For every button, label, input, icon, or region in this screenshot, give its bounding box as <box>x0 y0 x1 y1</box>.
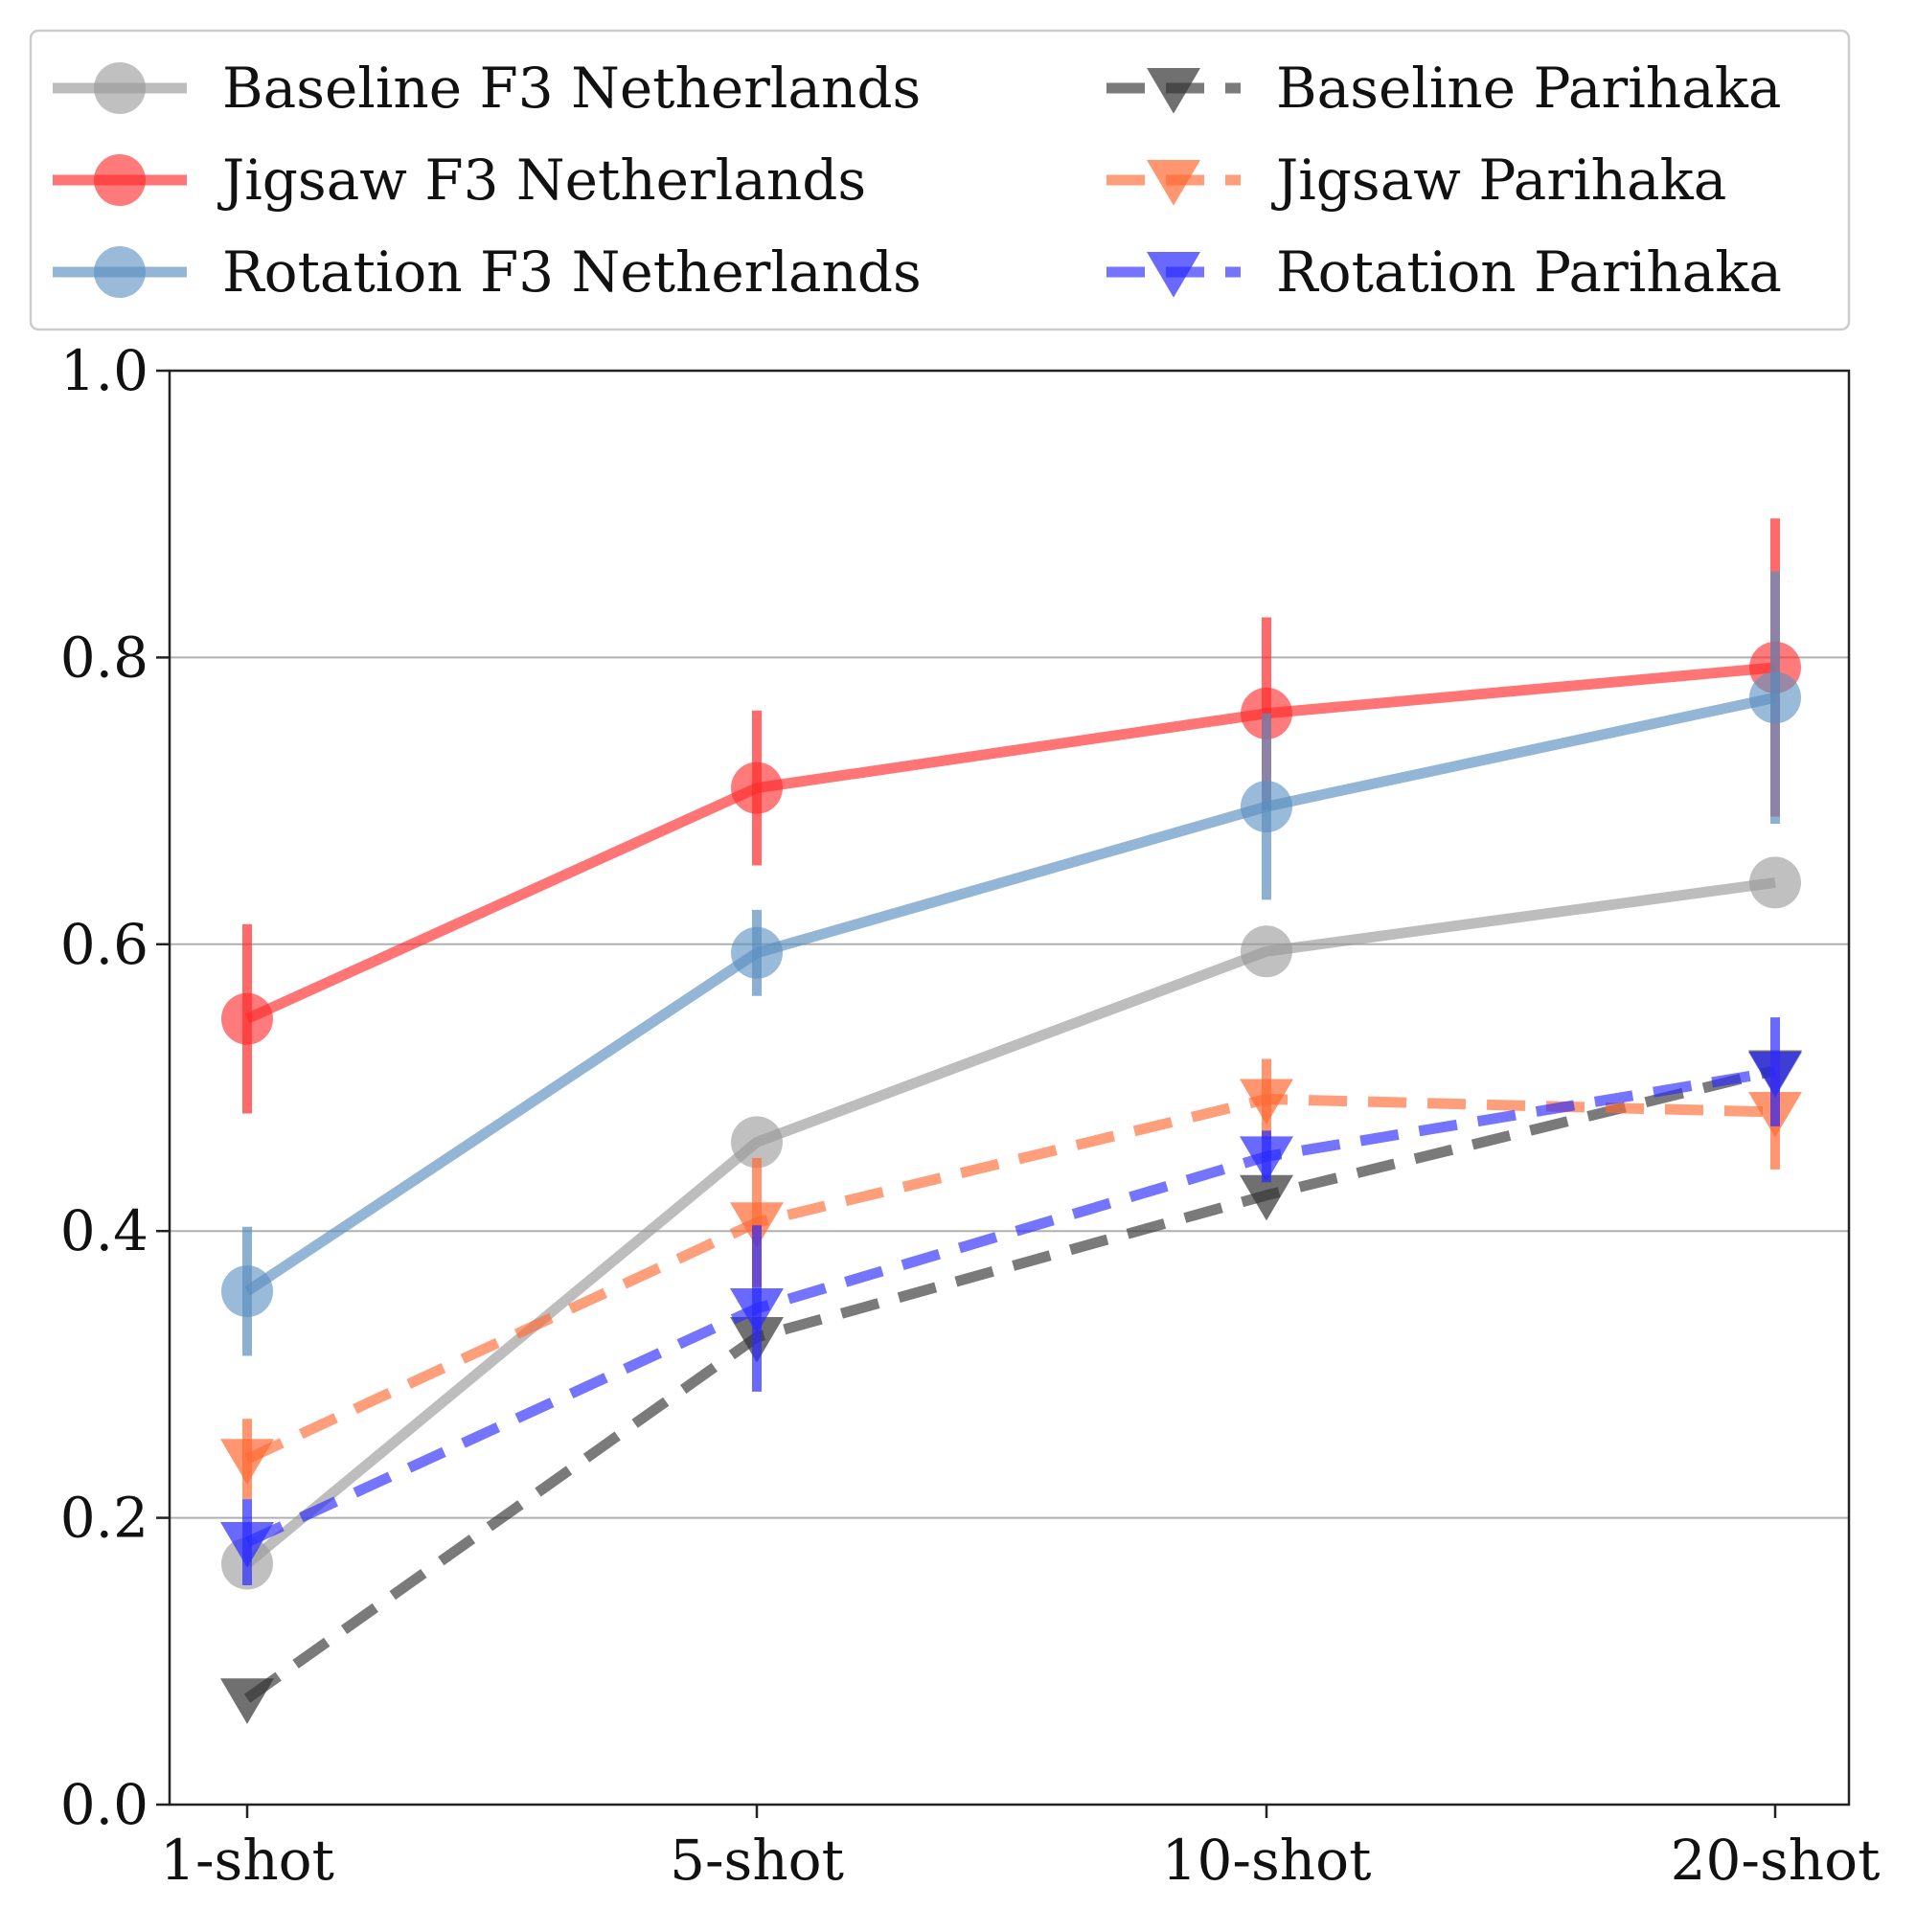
y-tick-label: 0.8 <box>60 625 148 690</box>
data-point <box>731 761 783 814</box>
legend-entry: Rotation Parihaka <box>1106 239 1782 305</box>
data-point <box>220 1678 274 1724</box>
legend-marker <box>94 246 146 298</box>
data-point <box>221 1265 273 1318</box>
legend-label: Baseline Parihaka <box>1276 56 1781 121</box>
legend-entry: Jigsaw Parihaka <box>1106 148 1726 213</box>
legend-entries: Baseline F3 Netherlands Jigsaw F3 Netherl… <box>53 56 1782 305</box>
series-line <box>243 1065 1777 1703</box>
legend-entry: Baseline Parihaka <box>1106 56 1781 121</box>
legend-marker <box>1147 252 1200 298</box>
data-point <box>731 926 783 979</box>
series-line <box>244 1093 1776 1465</box>
legend: Baseline F3 Netherlands Jigsaw F3 Netherl… <box>29 29 1851 331</box>
data-point <box>1749 856 1801 909</box>
legend-box <box>29 29 1851 331</box>
x-tick-label: 5-shot <box>670 1828 844 1893</box>
legend-marker <box>94 154 146 206</box>
legend-entry: Jigsaw F3 Netherlands <box>53 148 866 213</box>
data-point <box>1240 1174 1293 1221</box>
legend-label: Jigsaw F3 Netherlands <box>217 148 866 213</box>
y-tick-label: 0.2 <box>60 1486 148 1551</box>
y-tick-label: 0.0 <box>60 1772 148 1837</box>
y-tick-label: 0.4 <box>60 1198 148 1263</box>
data-point <box>730 1288 784 1334</box>
series-line <box>244 662 1776 1024</box>
legend-entry: Baseline F3 Netherlands <box>53 56 921 121</box>
data-point <box>1241 925 1292 978</box>
series-group <box>221 518 1801 1114</box>
x-tick-label: 20-shot <box>1671 1828 1881 1893</box>
grid-layer <box>170 656 1849 1519</box>
data-point <box>220 1439 274 1485</box>
legend-marker <box>1147 160 1200 206</box>
plot-frame <box>168 369 1851 1807</box>
series-line <box>243 692 1777 1296</box>
legend-label: Jigsaw Parihaka <box>1271 148 1726 213</box>
data-point <box>1748 1052 1802 1098</box>
data-point <box>221 992 273 1045</box>
data-point <box>1240 1136 1293 1182</box>
data-point <box>731 1116 783 1169</box>
data-point <box>1240 1079 1293 1125</box>
x-tick-label: 10-shot <box>1162 1828 1372 1893</box>
y-tick-label: 0.6 <box>60 912 148 977</box>
series-group <box>221 856 1801 1590</box>
y-tick-label: 1.0 <box>60 338 148 403</box>
x-tick-label: 1-shot <box>160 1828 334 1893</box>
legend-entry: Rotation F3 Netherlands <box>53 239 922 305</box>
legend-label: Baseline F3 Netherlands <box>222 56 921 121</box>
data-point <box>730 1202 784 1248</box>
legend-label: Rotation Parihaka <box>1276 239 1782 305</box>
legend-marker <box>1147 68 1200 114</box>
series-layer <box>220 518 1802 1724</box>
series-group <box>221 571 1801 1356</box>
series-group <box>220 1017 1802 1585</box>
data-point <box>1749 671 1801 724</box>
axis-layer: 0.0 0.2 0.4 0.6 0.8 1.0 1-shot 5-shot 10-shot 20-… <box>60 338 1881 1893</box>
legend-label: Rotation F3 Netherlands <box>222 239 922 305</box>
data-point <box>1241 781 1292 833</box>
series-line <box>243 876 1776 1568</box>
legend-marker <box>94 62 146 114</box>
data-point <box>220 1522 274 1568</box>
